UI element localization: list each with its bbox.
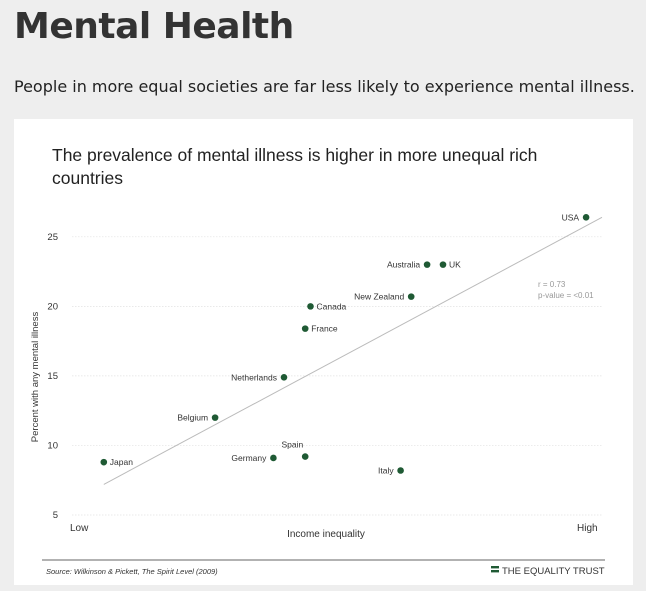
point-germany [270,454,277,462]
point-japan [100,458,108,466]
label-australia: Australia [387,260,420,270]
label-netherlands: Netherlands [231,372,277,382]
chart-card: The prevalence of mental illness is high… [14,119,633,585]
source-note: Source: Wilkinson & Pickett, The Spirit … [46,567,218,576]
label-uk: UK [449,260,461,270]
label-italy: Italy [378,465,394,475]
label-usa: USA [562,212,580,222]
x-low-label: Low [70,523,89,534]
label-canada: Canada [317,301,347,311]
point-labels: Japan Belgium Netherlands Germany Spain Canad… [110,212,580,475]
intro-text: People in more equal societies are far l… [14,77,635,96]
y-tick-label: 15 [47,371,58,382]
p-value: p-value = <0.01 [538,291,594,300]
label-germany: Germany [231,453,267,463]
equality-trust-logo: THE EQUALITY TRUST [491,566,605,577]
y-tick-label: 5 [53,510,58,521]
point-netherlands [280,374,288,381]
y-axis-label: Percent with any mental illness [30,312,41,443]
point-france [301,325,309,332]
point-belgium [211,414,219,421]
point-usa [582,214,590,221]
page-title: Mental Health [14,6,294,47]
point-uk [439,261,447,268]
chart-title-line: countries [52,168,123,188]
logo-bar-bottom [491,570,499,573]
y-tick-labels: 5 10 15 20 25 [47,232,58,521]
label-spain: Spain [281,440,303,450]
point-canada [307,303,314,310]
point-australia [423,261,431,268]
scatter-chart: The prevalence of mental illness is high… [30,145,605,577]
brand-name: THE EQUALITY TRUST [502,566,605,577]
x-high-label: High [577,523,598,534]
point-italy [397,467,404,474]
chart-title-line: The prevalence of mental illness is high… [52,145,537,165]
grid-lines [72,236,602,516]
label-japan: Japan [110,457,133,467]
logo-bar-top [491,566,499,569]
y-tick-label: 20 [47,301,58,312]
point-spain [301,453,309,460]
data-points [100,214,590,474]
chart-title: The prevalence of mental illness is high… [52,145,537,188]
label-belgium: Belgium [177,413,208,423]
label-france: France [311,324,338,334]
y-tick-label: 10 [47,440,58,451]
x-axis-label: Income inequality [287,529,365,540]
label-new-zealand: New Zealand [354,292,404,302]
point-new-zealand [407,293,415,300]
correlation-r: r = 0.73 [538,280,566,289]
y-tick-label: 25 [47,232,58,243]
trend-line [103,216,603,485]
